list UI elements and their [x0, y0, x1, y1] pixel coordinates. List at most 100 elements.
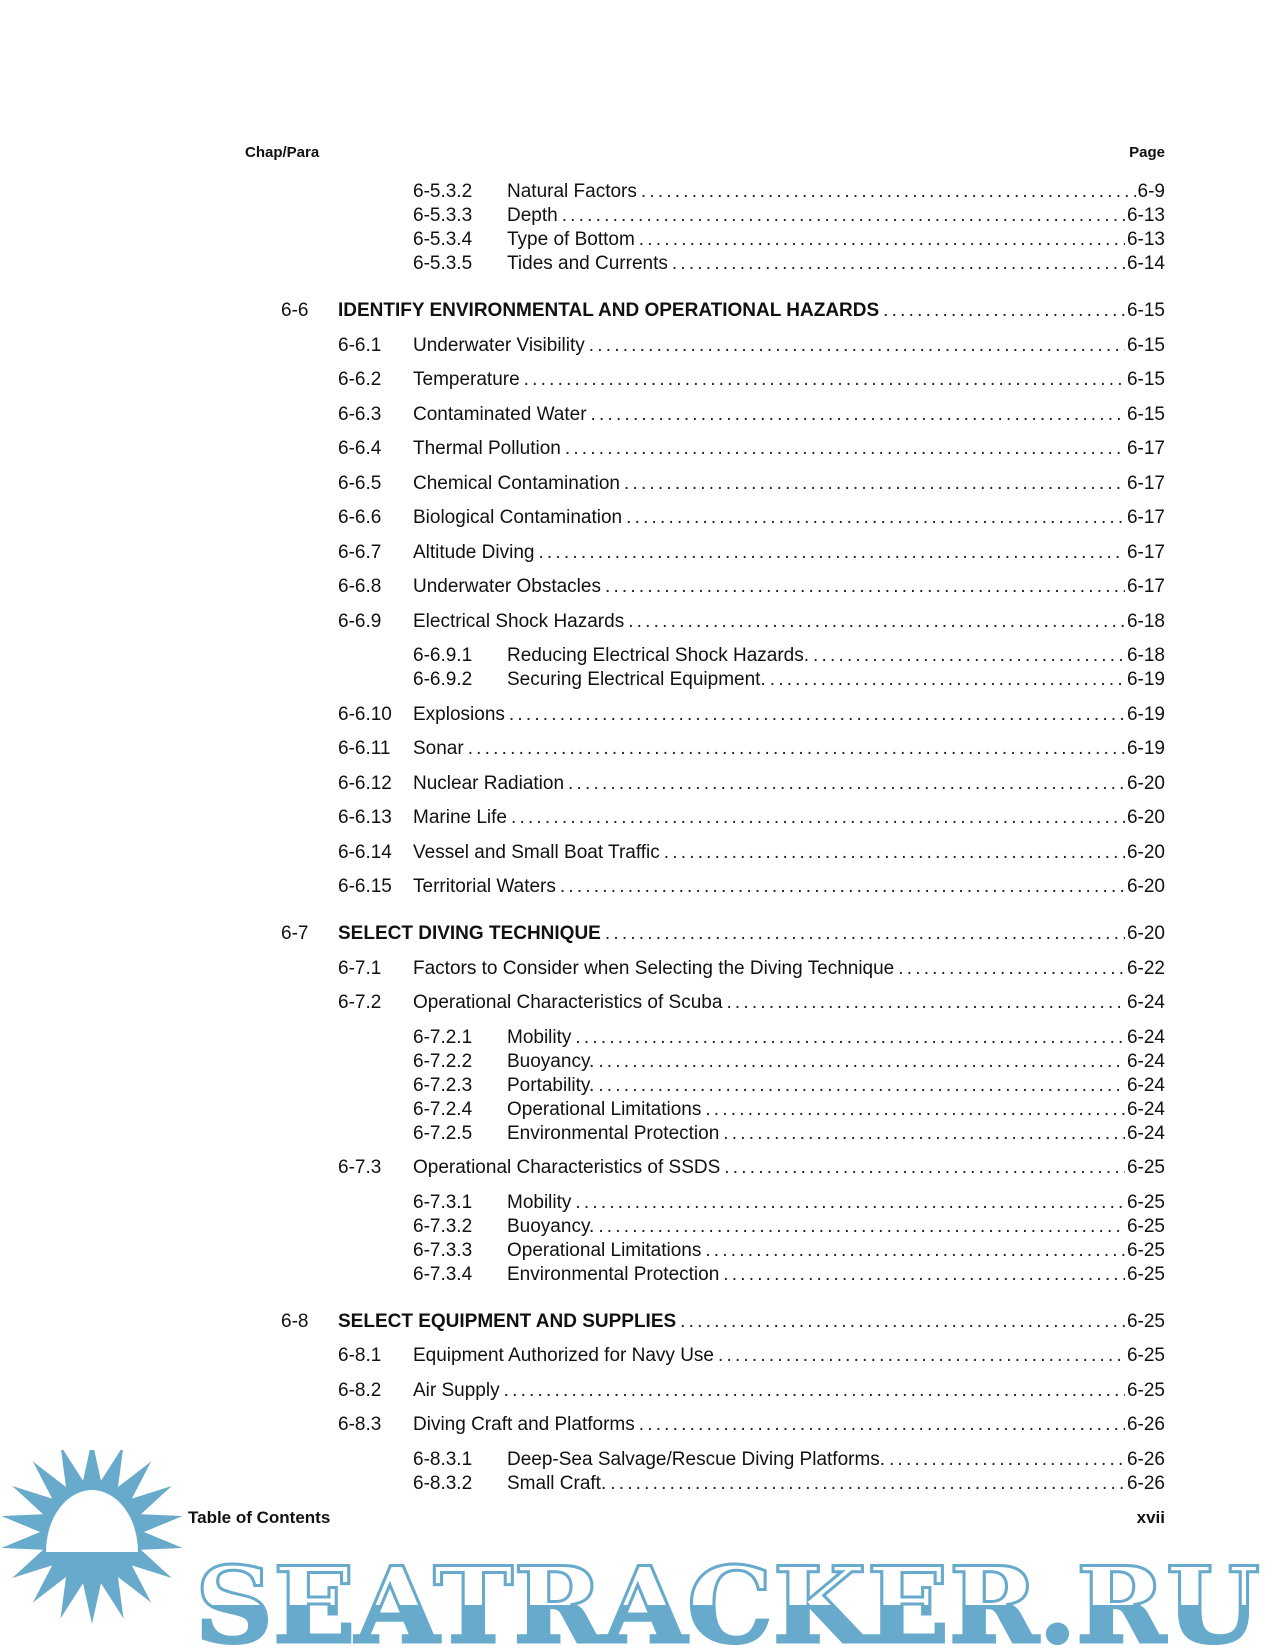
toc-entry[interactable]: 6-7.2.4 Operational Limitations..........…	[0, 1098, 1275, 1122]
toc-entry[interactable]: 6-7.2 Operational Characteristics of Scub…	[0, 991, 1275, 1015]
toc-entry[interactable]: 6-7.2.5 Environmental Protection.........…	[0, 1122, 1275, 1146]
toc-entry-page: 6-25	[1126, 1215, 1165, 1237]
toc-entry-page: 6-25	[1126, 1345, 1165, 1366]
toc-entry-number: 6-7.3.3	[413, 1239, 473, 1261]
toc-entry-number: 6-5.3.2	[413, 181, 473, 202]
leader-dots: ........................................…	[564, 438, 1125, 459]
toc-entry[interactable]: 6-8.1 Equipment Authorized for Navy Use..…	[0, 1344, 1275, 1368]
toc-entry[interactable]: 6-6.7 Altitude Diving....................…	[0, 541, 1275, 565]
leader-dots: ........................................…	[883, 300, 1125, 321]
toc-entry[interactable]: 6-7.3.4 Environmental Protection.........…	[0, 1263, 1275, 1287]
leader-dots: ........................................…	[598, 1050, 1125, 1072]
toc-entry[interactable]: 6-6.4 Thermal Pollution..................…	[0, 437, 1275, 461]
leader-dots: ........................................…	[559, 876, 1125, 897]
toc-entry[interactable]: 6-7.1 Factors to Consider when Selecting …	[0, 957, 1275, 981]
toc-entry-title: Reducing Electrical Shock Hazards.	[507, 645, 810, 666]
toc-entry[interactable]: 6-8.3 Diving Craft and Platforms.........…	[0, 1413, 1275, 1437]
toc-entry[interactable]: 6-6.15 Territorial Waters................…	[0, 875, 1275, 899]
toc-entry[interactable]: 6-7.3.2 Buoyancy.........................…	[0, 1215, 1275, 1239]
leader-dots: ........................................…	[503, 1379, 1125, 1401]
toc-entry[interactable]: 6-6 IDENTIFY ENVIRONMENTAL AND OPERATIONA…	[0, 299, 1275, 323]
toc-entry[interactable]: 6-8.2 Air Supply.........................…	[0, 1379, 1275, 1403]
leader-dots: ........................................…	[588, 334, 1125, 356]
toc-entry[interactable]: 6-6.12 Nuclear Radiation.................…	[0, 772, 1275, 796]
toc-entry-title: Territorial Waters	[413, 876, 556, 897]
toc-entry[interactable]: 6-6.10 Explosions........................…	[0, 703, 1275, 727]
toc-entry-title: Operational Characteristics of Scuba	[413, 992, 723, 1013]
toc-entry-number: 6-7.2.3	[413, 1074, 473, 1096]
toc-entry[interactable]: 6-6.6 Biological Contamination...........…	[0, 506, 1275, 530]
toc-entry-title: Buoyancy.	[507, 1050, 595, 1072]
toc-entry[interactable]: 6-5.3.2 Natural Factors..................…	[0, 180, 1275, 204]
toc-entry[interactable]: 6-5.3.5 Tides and Currents...............…	[0, 252, 1275, 276]
leader-dots: ........................................…	[568, 772, 1125, 794]
toc-entry-number: 6-5.3.4	[413, 229, 473, 250]
toc-entry-page: 6-20	[1126, 772, 1165, 794]
toc-entry-page: 6-13	[1126, 205, 1165, 226]
leader-dots: ........................................…	[813, 645, 1125, 666]
leader-dots: ........................................…	[511, 807, 1125, 828]
toc-entry[interactable]: 6-8 SELECT EQUIPMENT AND SUPPLIES........…	[0, 1310, 1275, 1334]
toc-entry-title: Altitude Diving	[413, 541, 535, 563]
toc-entry[interactable]: 6-6.5 Chemical Contamination.............…	[0, 472, 1275, 496]
toc-entry-page: 6-17	[1126, 472, 1165, 494]
toc-entry-title: Equipment Authorized for Navy Use	[413, 1345, 714, 1366]
toc-entry-page: 6-17	[1126, 576, 1165, 597]
toc-entry[interactable]: 6-6.14 Vessel and Small Boat Traffic.....…	[0, 841, 1275, 865]
toc-entry-title: Diving Craft and Platforms	[413, 1414, 635, 1435]
toc-entry-title: Depth	[507, 205, 558, 226]
toc-entry[interactable]: 6-8.3.2 Small Craft......................…	[0, 1472, 1275, 1496]
toc-entry-number: 6-6.14	[338, 841, 392, 863]
toc-entry-number: 6-6.13	[338, 807, 392, 828]
toc-entry[interactable]: 6-5.3.4 Type of Bottom...................…	[0, 228, 1275, 252]
toc-entry-page: 6-17	[1126, 507, 1165, 528]
toc-entry[interactable]: 6-6.1 Underwater Visibility..............…	[0, 334, 1275, 358]
toc-entry-page: 6-17	[1126, 541, 1165, 563]
toc-entry[interactable]: 6-7.3 Operational Characteristics of SSDS…	[0, 1156, 1275, 1180]
toc-entry-number: 6-7	[281, 923, 309, 944]
toc-entry-number: 6-6.4	[338, 438, 382, 459]
toc-entry-page: 6-15	[1126, 300, 1165, 321]
sun-half-disc	[46, 1490, 138, 1552]
footer-title: Table of Contents	[188, 1508, 331, 1527]
leader-dots: ........................................…	[726, 992, 1125, 1013]
toc-entry-page: 6-25	[1126, 1263, 1165, 1285]
toc-entry-page: 6-25	[1126, 1239, 1165, 1261]
toc-entry-title: Small Craft.	[507, 1472, 607, 1494]
toc-entry-number: 6-6.9.2	[413, 669, 473, 690]
toc-entry-title: Operational Limitations	[507, 1239, 702, 1261]
toc-entry-title: Natural Factors	[507, 181, 637, 202]
leader-dots: ........................................…	[718, 1345, 1125, 1366]
toc-entry-title: Air Supply	[413, 1379, 500, 1401]
leader-dots: ........................................…	[598, 1215, 1125, 1237]
toc-entry[interactable]: 6-6.9 Electrical Shock Hazards...........…	[0, 610, 1275, 634]
toc-entry[interactable]: 6-6.11 Sonar.............................…	[0, 737, 1275, 761]
toc-entry-title: Operational Limitations	[507, 1098, 702, 1120]
toc-entry[interactable]: 6-7.2.1 Mobility.........................…	[0, 1026, 1275, 1050]
toc-entry-number: 6-7.3.4	[413, 1263, 473, 1285]
toc-entry[interactable]: 6-7.2.2 Buoyancy.........................…	[0, 1050, 1275, 1074]
toc-entry[interactable]: 6-5.3.3 Depth............................…	[0, 204, 1275, 228]
footer-page-number: xvii	[1136, 1508, 1165, 1527]
toc-entry-number: 6-6.8	[338, 576, 382, 597]
toc-entry-page: 6-24	[1126, 992, 1165, 1013]
toc-entry[interactable]: 6-6.9.2 Securing Electrical Equipment....…	[0, 668, 1275, 692]
toc-entry[interactable]: 6-6.13 Marine Life.......................…	[0, 806, 1275, 830]
toc-entry-number: 6-7.2.4	[413, 1098, 473, 1120]
toc-entry-number: 6-8	[281, 1310, 309, 1332]
toc-entry[interactable]: 6-6.8 Underwater Obstacles...............…	[0, 575, 1275, 599]
toc-entry-page: 6-26	[1126, 1448, 1165, 1470]
toc-entry[interactable]: 6-6.9.1 Reducing Electrical Shock Hazards…	[0, 644, 1275, 668]
toc-entry[interactable]: 6-6.3 Contaminated Water.................…	[0, 403, 1275, 427]
sun-logo-icon	[1, 1450, 183, 1624]
toc-entry[interactable]: 6-7.3.1 Mobility.........................…	[0, 1191, 1275, 1215]
toc-entry-title: Marine Life	[413, 807, 507, 828]
toc-entry[interactable]: 6-6.2 Temperature........................…	[0, 368, 1275, 392]
toc-entry-number: 6-6.9	[338, 610, 382, 632]
toc-entry[interactable]: 6-7.3.3 Operational Limitations..........…	[0, 1239, 1275, 1263]
toc-entry[interactable]: 6-8.3.1 Deep-Sea Salvage/Rescue Diving Pl…	[0, 1448, 1275, 1472]
toc-entry[interactable]: 6-7.2.3 Portability......................…	[0, 1074, 1275, 1098]
toc-entry-page: 6-17	[1126, 438, 1165, 459]
toc-entry[interactable]: 6-7 SELECT DIVING TECHNIQUE..............…	[0, 922, 1275, 946]
toc-entry-number: 6-7.1	[338, 957, 382, 979]
